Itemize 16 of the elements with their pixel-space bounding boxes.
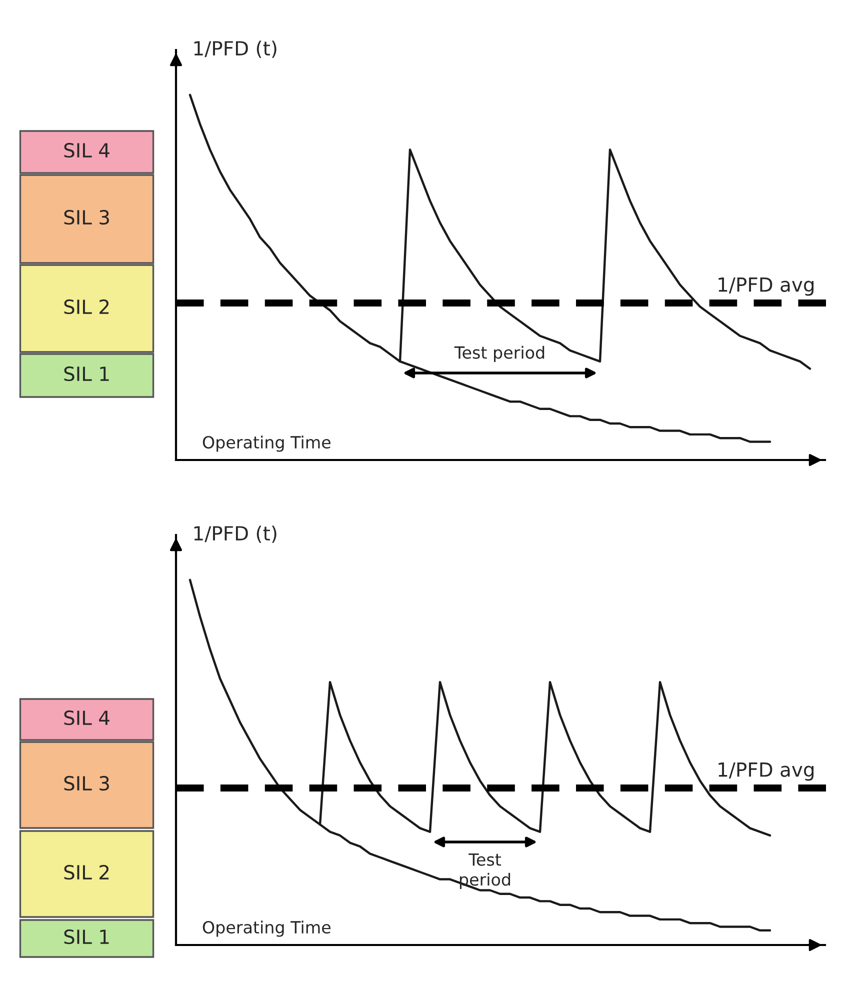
annotation: Test period bbox=[454, 346, 544, 362]
text: SIL 1 bbox=[64, 366, 109, 382]
x-axis-title: Operating Time bbox=[202, 436, 330, 452]
x-axis-title: Operating Time bbox=[202, 920, 330, 937]
text: SIL 2 bbox=[64, 864, 109, 880]
text: SIL 2 bbox=[64, 299, 109, 314]
text: SIL 3 bbox=[64, 776, 109, 791]
text: SIL 4 bbox=[64, 710, 110, 726]
y-axis-title: 1/PFD (t) bbox=[194, 526, 276, 543]
y-axis-title: 1/PFD (t) bbox=[194, 40, 276, 58]
text: SIL 1 bbox=[64, 929, 109, 944]
text: SIL 3 bbox=[64, 210, 109, 225]
annotation: Test period bbox=[460, 853, 510, 890]
text: SIL 4 bbox=[64, 142, 110, 158]
ref-line-label: 1/PFD avg bbox=[718, 277, 814, 296]
ref-line-label: 1/PFD avg bbox=[718, 762, 814, 781]
